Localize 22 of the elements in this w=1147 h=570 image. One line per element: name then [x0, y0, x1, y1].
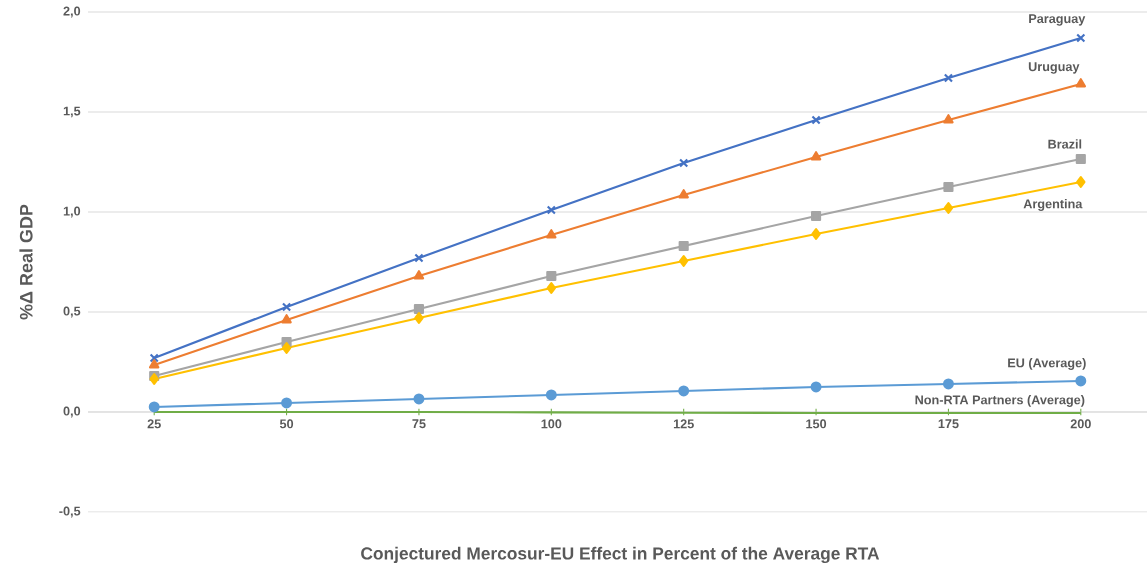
series-label: Argentina [1023, 199, 1083, 211]
series-label: Non-RTA Partners (Average) [915, 395, 1085, 407]
x-tick-label: 175 [938, 419, 959, 429]
x-tick-label: 200 [1070, 419, 1091, 429]
series-label: EU (Average) [1008, 358, 1086, 370]
y-tick-label: 2,0 [63, 6, 81, 18]
x-axis-title: Conjectured Mercosur-EU Effect in Percent of the Average RTA [361, 546, 880, 564]
y-tick-label: -0,5 [59, 506, 81, 518]
series-label: Uruguay [1028, 62, 1080, 74]
y-axis-title: %Δ Real GDP [19, 204, 33, 320]
x-tick-label: 25 [147, 419, 161, 429]
series-label: Brazil [1048, 139, 1082, 149]
y-tick-label: 0,0 [63, 406, 81, 418]
series-label: Paraguay [1029, 14, 1086, 26]
y-tick-label: 0,5 [63, 306, 81, 318]
y-tick-label: 1,0 [63, 206, 81, 218]
x-tick-label: 125 [673, 419, 694, 429]
x-tick-label: 75 [412, 419, 426, 429]
y-tick-label: 1,5 [63, 106, 81, 118]
x-tick-label: 50 [279, 419, 294, 429]
x-tick-label: 100 [541, 419, 562, 429]
x-tick-label: 150 [806, 419, 827, 429]
